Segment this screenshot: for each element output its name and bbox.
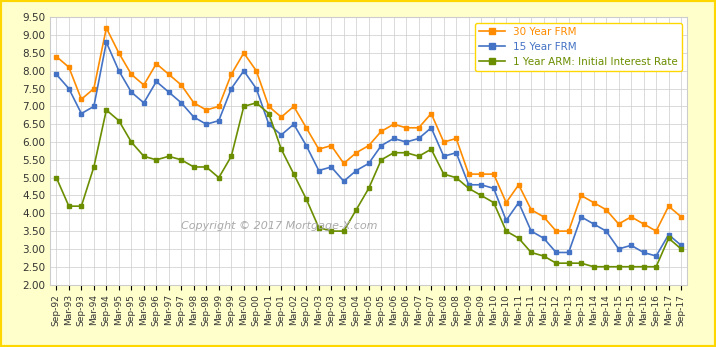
Text: Copyright © 2017 Mortgage-X.com: Copyright © 2017 Mortgage-X.com [181,221,378,231]
Legend: 30 Year FRM, 15 Year FRM, 1 Year ARM: Initial Interest Rate: 30 Year FRM, 15 Year FRM, 1 Year ARM: In… [475,23,682,71]
